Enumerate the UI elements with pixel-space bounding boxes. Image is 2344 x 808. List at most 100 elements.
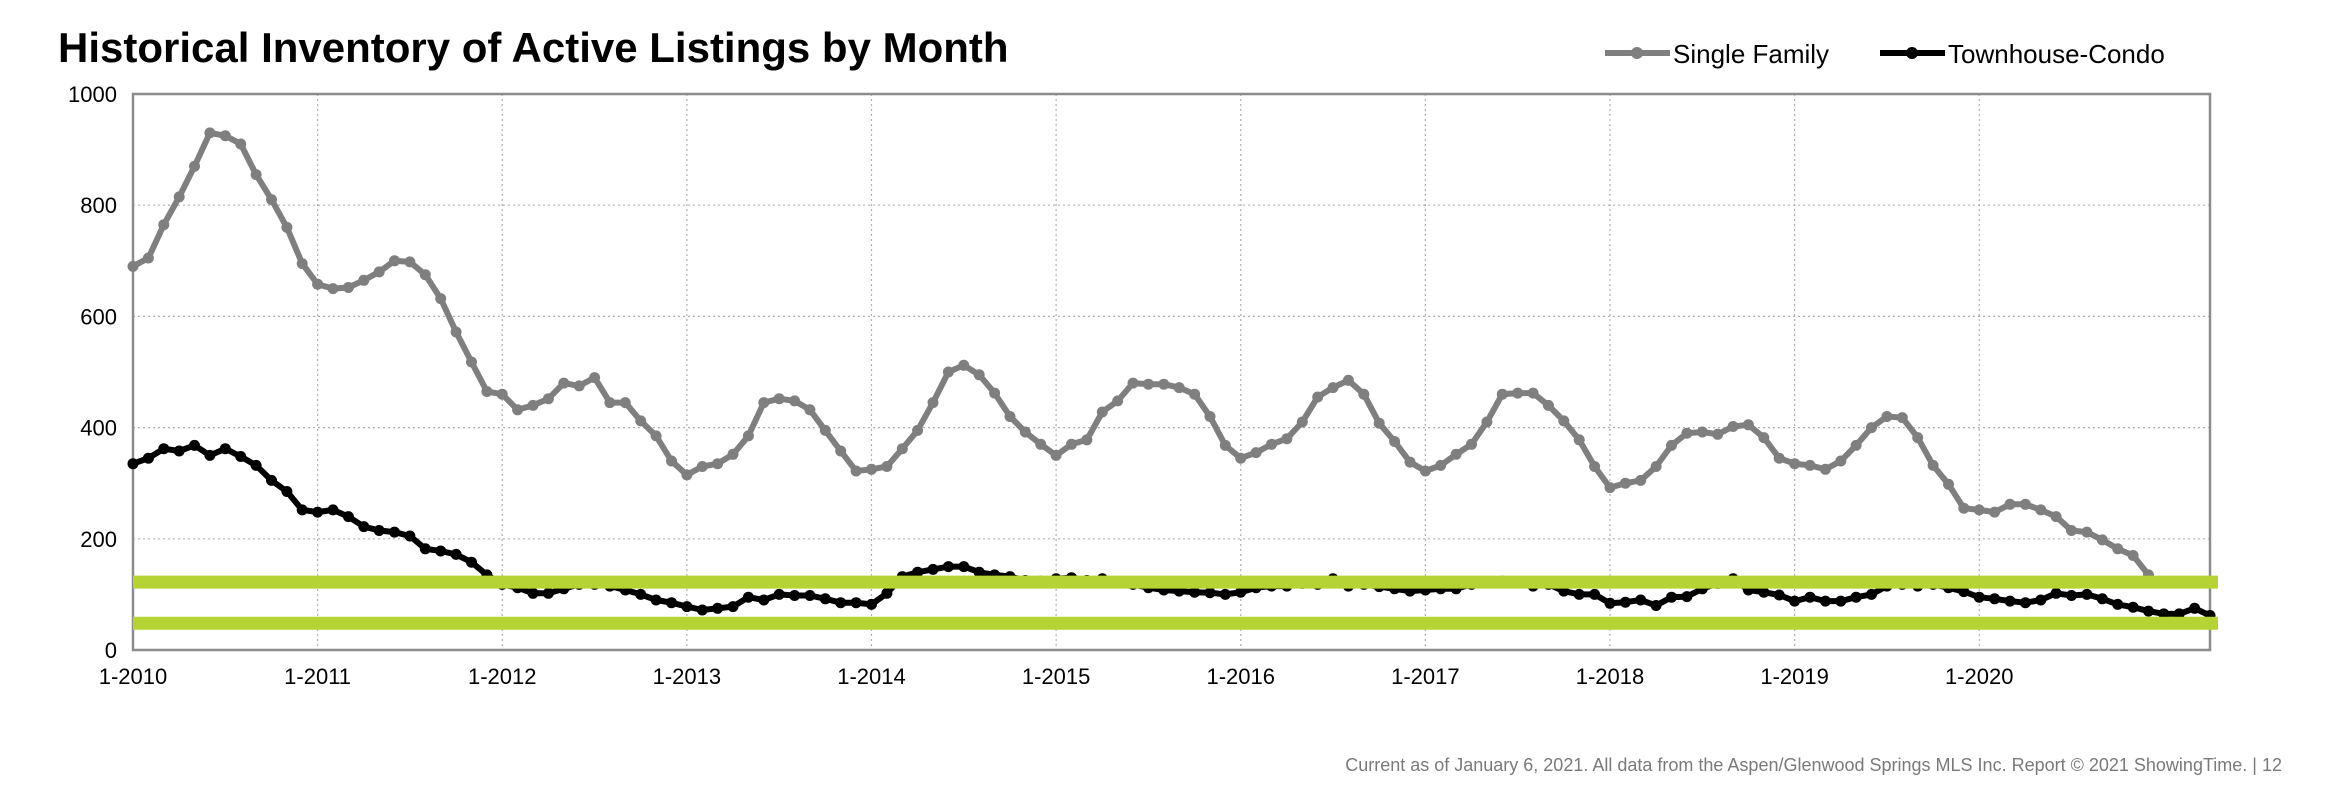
data-point-single-family [1696, 426, 1708, 438]
data-point-single-family [696, 461, 708, 472]
data-point-single-family [1666, 439, 1677, 451]
data-point-townhouse-condo [250, 459, 262, 471]
data-point-single-family [342, 282, 354, 293]
data-point-single-family [1296, 416, 1308, 428]
data-point-single-family [1342, 374, 1354, 386]
data-point-townhouse-condo [281, 486, 293, 497]
data-point-townhouse-condo [973, 566, 985, 578]
data-point-townhouse-condo [527, 587, 539, 599]
data-point-single-family [650, 430, 662, 442]
data-point-single-family [235, 138, 247, 150]
data-point-single-family [681, 469, 693, 481]
data-point-single-family [512, 404, 524, 416]
data-point-townhouse-condo [1789, 595, 1801, 607]
data-point-townhouse-condo [266, 474, 277, 486]
data-point-single-family [1742, 419, 1754, 431]
data-point-single-family [1712, 428, 1724, 440]
data-point-single-family [358, 274, 370, 286]
data-point-townhouse-condo [342, 511, 354, 523]
data-point-single-family [1819, 463, 1831, 475]
data-point-townhouse-condo [1758, 586, 1770, 598]
data-point-single-family [1789, 458, 1801, 470]
data-point-townhouse-condo [2004, 595, 2016, 607]
data-point-single-family [1127, 377, 1139, 389]
x-tick-label: 1-2012 [468, 664, 537, 689]
y-tick-label: 400 [80, 416, 117, 441]
data-point-single-family [496, 388, 508, 400]
data-point-single-family [1019, 426, 1031, 438]
data-point-single-family [1973, 504, 1985, 516]
data-point-townhouse-condo [1589, 588, 1601, 600]
data-point-townhouse-condo [219, 443, 231, 455]
data-point-single-family [1527, 387, 1539, 399]
data-point-single-family [1142, 378, 1154, 390]
data-point-townhouse-condo [2066, 590, 2077, 601]
data-point-townhouse-condo [2096, 593, 2108, 605]
data-point-single-family [1435, 459, 1447, 471]
data-point-single-family [804, 404, 816, 416]
data-point-single-family [219, 130, 231, 142]
data-point-townhouse-condo [189, 439, 200, 451]
x-tick-label: 1-2017 [1391, 664, 1460, 689]
data-point-single-family [1881, 411, 1893, 422]
data-point-single-family [866, 463, 877, 475]
data-point-single-family [1558, 415, 1570, 427]
data-point-single-family [1758, 432, 1770, 444]
data-point-townhouse-condo [819, 593, 831, 605]
data-point-single-family [573, 380, 585, 392]
data-point-single-family [1096, 406, 1108, 418]
data-point-townhouse-condo [204, 449, 216, 461]
data-point-single-family [927, 397, 939, 409]
plot-border [131, 92, 2212, 652]
data-point-single-family [773, 393, 785, 405]
data-point-single-family [666, 455, 677, 467]
data-point-townhouse-condo [958, 561, 970, 573]
data-point-townhouse-condo [742, 591, 754, 603]
y-tick-label: 1000 [68, 82, 117, 107]
series-line-townhouse-condo [130, 442, 2213, 619]
data-point-single-family [1035, 438, 1047, 450]
data-point-single-family [758, 397, 770, 409]
chart-title: Historical Inventory of Active Listings … [58, 24, 1009, 71]
data-point-townhouse-condo [1604, 597, 1616, 609]
legend-marker-townhouse-condo [1906, 47, 1918, 59]
data-point-townhouse-condo [1835, 595, 1847, 607]
data-point-townhouse-condo [1958, 586, 1970, 598]
data-point-townhouse-condo [450, 548, 462, 560]
data-point-single-family [2112, 543, 2124, 555]
data-point-townhouse-condo [1219, 588, 1231, 600]
legend-item-single-family: Single Family [1605, 39, 1829, 69]
data-point-single-family [2127, 550, 2139, 561]
data-point-townhouse-condo [650, 594, 662, 606]
x-tick-label: 1-2019 [1760, 664, 1829, 689]
data-point-townhouse-condo [727, 601, 739, 613]
data-point-townhouse-condo [173, 445, 185, 457]
data-point-single-family [281, 221, 293, 233]
data-point-townhouse-condo [773, 588, 785, 600]
data-point-single-family [942, 366, 954, 378]
data-point-single-family [158, 219, 170, 231]
footer-note: Current as of January 6, 2021. All data … [1345, 755, 2282, 775]
data-point-single-family [1573, 434, 1585, 446]
data-point-single-family [589, 372, 601, 384]
x-tick-label: 1-2020 [1945, 664, 2014, 689]
data-point-single-family [1943, 478, 1954, 490]
data-point-townhouse-condo [1666, 591, 1677, 603]
data-point-townhouse-condo [2173, 608, 2185, 620]
data-point-single-family [1050, 449, 1062, 461]
data-point-single-family [1512, 387, 1524, 399]
data-point-single-family [1004, 411, 1016, 422]
data-point-townhouse-condo [1989, 593, 2001, 605]
data-point-townhouse-condo [2019, 597, 2031, 609]
data-point-single-family [1219, 439, 1231, 451]
x-tick-label: 1-2011 [284, 664, 351, 689]
data-point-single-family [1112, 395, 1124, 407]
data-point-single-family [1835, 455, 1847, 467]
data-point-single-family [419, 269, 431, 281]
data-point-townhouse-condo [912, 566, 924, 578]
data-point-townhouse-condo [2081, 588, 2093, 600]
data-point-townhouse-condo [1804, 591, 1816, 603]
series-line-single-family [130, 129, 2152, 578]
data-point-single-family [312, 278, 324, 290]
